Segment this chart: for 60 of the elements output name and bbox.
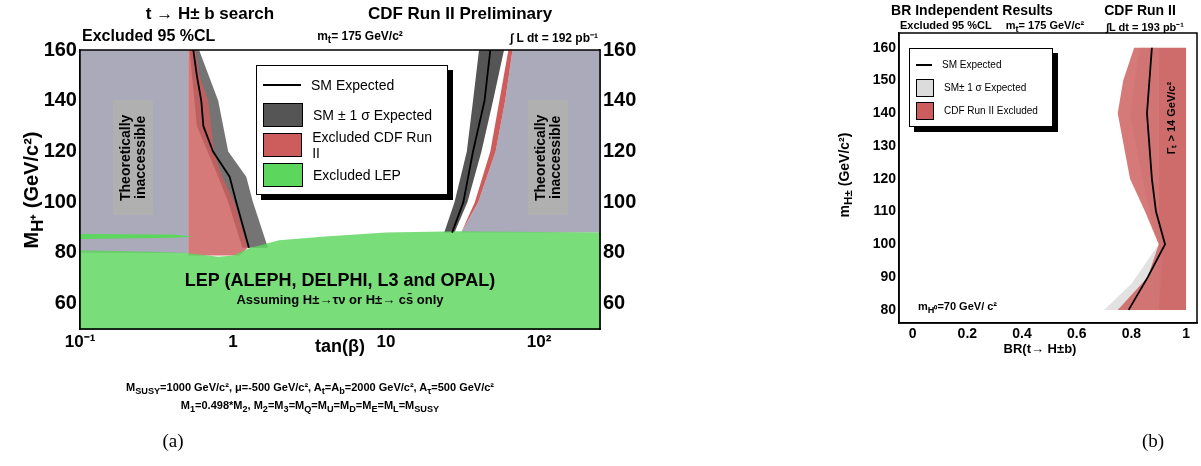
x-tick-label: 10⁻¹ [64, 331, 96, 351]
band-label: Γₜ > 14 GeV/c² [1165, 81, 1178, 155]
y-tick-label: 90 [880, 267, 897, 284]
annotation: ∫L dt = 193 pb⁻¹ [1105, 20, 1185, 34]
y2-tick-label: 60 [603, 291, 626, 314]
y-tick-label: 140 [872, 104, 897, 121]
text: CDF Run II [1104, 2, 1176, 18]
text: CDF Run II Preliminary [367, 4, 553, 24]
annotation: Assuming H±→τν or H±→ cs̄ only [236, 292, 444, 307]
y-tick-label: 80 [880, 300, 897, 317]
y-tick-label: 150 [872, 71, 897, 88]
x-axis-title: tan(β) [315, 336, 365, 357]
annotation: m$_{t}$= 175 GeV/c² [1005, 19, 1085, 35]
legend-label: SM ± 1 σ Expected [313, 107, 433, 123]
x-tick-label: 1 [228, 331, 238, 351]
annotation: Theoretically inaccessible [113, 100, 153, 215]
chart-title: BR Independent Results [891, 2, 1053, 18]
x-axis-title: BR(t→ H±b) [1003, 341, 1077, 356]
text: Excluded 95 %CL [900, 19, 992, 31]
x-tick-label: 0 [908, 325, 917, 342]
text: Excluded 95 %CL [82, 27, 216, 45]
annotation: m$_{H⁰}$=70 GeV/ c² [918, 300, 998, 317]
y2-tick-label: 120 [603, 138, 637, 161]
y-tick-label: 140 [43, 88, 77, 111]
text: M$_{1}$=0.498*M$_{2}$, M$_{2}$=M$_{3}$=M$_{Q}$=M$_{U}$=M$_{D}$=M$_{E}$=M$_{L}$=M$_{SUSY}$ [180, 399, 440, 415]
text: (a) [162, 430, 184, 452]
y-tick-label: 60 [54, 291, 77, 314]
y2-tick-label: 100 [603, 189, 637, 212]
y-tick-label: 120 [872, 169, 897, 186]
x-tick-label: 0.6 [1066, 325, 1087, 342]
legend-label: Excluded LEP [313, 167, 401, 183]
x-tick-label: 1 [1182, 325, 1191, 342]
text: ∫ L dt = 192 pb⁻¹ [509, 30, 598, 46]
y-tick-label: 110 [873, 202, 897, 219]
legend-label: SM Expected [942, 59, 1002, 70]
legend-label: Excluded CDF Run II [312, 129, 434, 161]
legend-label: SM Expected [311, 77, 395, 93]
text: M$_{SUSY}$=1000 GeV/c², μ=-500 GeV/c², A$_{t}$=A$_{b}$=2000 GeV/c², A$_{τ}$=500 GeV/c² [125, 381, 495, 397]
legend-label: SM± 1 σ Expected [944, 82, 1027, 93]
y-tick-label: 100 [43, 189, 77, 212]
text: m$_{t}$= 175 GeV/c² [317, 29, 403, 46]
x-tick-label: 10 [376, 331, 396, 351]
annotation: Theoretically inaccessible [528, 100, 568, 215]
annotation: LEP (ALEPH, DELPHI, L3 and OPAL) [184, 270, 496, 291]
x-tick-label: 0.2 [957, 325, 978, 342]
x-tick-label: 0.8 [1121, 325, 1142, 342]
legend-label: CDF Run II Excluded [944, 105, 1038, 116]
chart-title: t → H± b search [145, 4, 275, 24]
y-tick-label: 160 [43, 37, 77, 60]
x-tick-label: 10² [526, 331, 552, 351]
text: (b) [1141, 430, 1165, 452]
x-tick-label: 0.4 [1012, 325, 1032, 342]
y2-tick-label: 80 [603, 240, 626, 263]
y-tick-label: 100 [872, 235, 897, 252]
y-tick-label: 160 [872, 38, 897, 55]
y-tick-label: 120 [43, 138, 77, 161]
y-tick-label: 130 [872, 136, 897, 153]
y-tick-label: 80 [54, 240, 77, 263]
y2-tick-label: 160 [603, 37, 637, 60]
y2-tick-label: 140 [603, 88, 637, 111]
